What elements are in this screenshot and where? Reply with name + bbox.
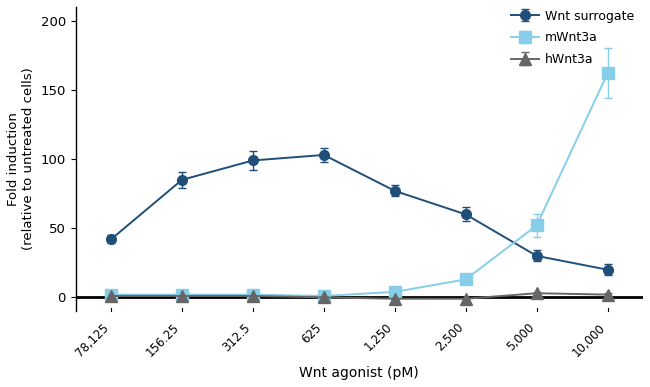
Y-axis label: Fold induction
(relative to untreated cells): Fold induction (relative to untreated ce… [7, 68, 35, 250]
X-axis label: Wnt agonist (pM): Wnt agonist (pM) [300, 366, 419, 380]
Legend: Wnt surrogate, mWnt3a, hWnt3a: Wnt surrogate, mWnt3a, hWnt3a [509, 7, 637, 68]
